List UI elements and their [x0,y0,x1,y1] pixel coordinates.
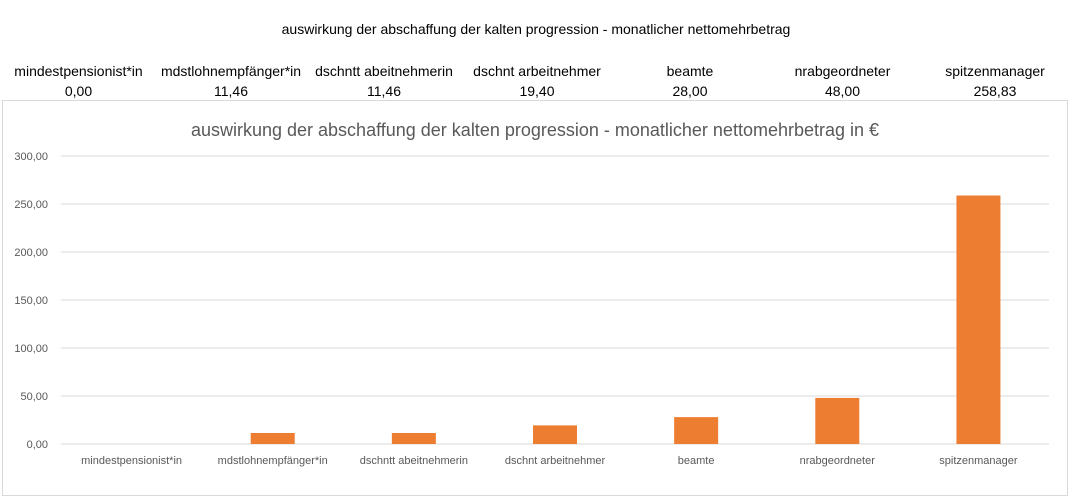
table-cell[interactable]: 258,83 [973,83,1017,99]
table-cell[interactable]: 11,46 [214,83,248,99]
x-tick-label: dschnt arbeitnehmer [505,455,606,467]
y-tick-label: 200,00 [14,247,48,259]
bar[interactable] [815,397,860,444]
x-axis: mindestpensionist*in mdstlohnempfänger*in… [81,455,1018,467]
table-cell[interactable]: 19,40 [519,83,555,99]
table-cell[interactable]: 28,00 [672,83,708,99]
table-header[interactable]: mindestpensionist*in [14,63,143,79]
chart-area[interactable]: auswirkung der abschaffung der kalten pr… [2,100,1068,496]
table-header[interactable]: dschntt abeitnehmerin [315,63,453,79]
table-cell[interactable]: 11,46 [367,83,401,99]
x-tick-label: spitzenmanager [939,455,1018,467]
x-tick-label: mindestpensionist*in [81,455,182,467]
chart-title: auswirkung der abschaffung der kalten pr… [191,120,879,140]
x-tick-label: beamte [678,455,715,467]
y-tick-label: 50,00 [20,391,48,403]
sheet-title: auswirkung der abschaffung der kalten pr… [281,21,791,37]
bar-chart: auswirkung der abschaffung der kalten pr… [14,120,1049,467]
table-cell[interactable]: 48,00 [824,83,861,99]
table-header[interactable]: nrabgeordneter [794,63,891,79]
table-header[interactable]: mdstlohnempfänger*in [160,63,302,79]
bar[interactable] [956,195,1001,444]
bar[interactable] [250,432,295,444]
y-tick-label: 100,00 [14,343,48,355]
gridlines [61,155,1049,445]
x-tick-label: nrabgeordneter [800,455,876,467]
table-header[interactable]: beamte [666,63,714,79]
y-tick-label: 250,00 [14,199,48,211]
y-tick-label: 150,00 [14,295,48,307]
bar[interactable] [674,417,719,444]
y-tick-label: 0,00 [27,439,48,451]
table-cell[interactable]: 0,00 [64,83,93,99]
y-tick-label: 300,00 [14,151,48,163]
y-axis: 0,00 50,00 100,00 150,00 200,00 250,00 300,00 [14,151,48,451]
bar[interactable] [533,425,577,444]
table-header[interactable]: spitzenmanager [945,63,1045,79]
bar[interactable] [391,432,436,444]
x-tick-label: dschntt abeitnehmerin [360,455,468,467]
table-header[interactable]: dschnt arbeitnehmer [473,63,601,79]
bars [250,195,1001,444]
x-tick-label: mdstlohnempfänger*in [218,455,328,467]
